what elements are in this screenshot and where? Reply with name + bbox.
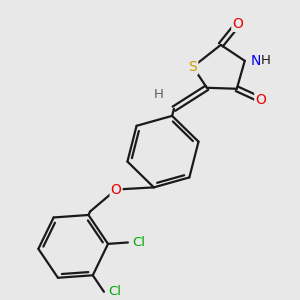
Text: Cl: Cl [132, 236, 145, 249]
Text: S: S [188, 60, 197, 74]
Text: N: N [251, 54, 261, 68]
Text: H: H [261, 54, 271, 67]
Text: O: O [111, 182, 122, 197]
Text: Cl: Cl [108, 285, 121, 298]
Text: H: H [154, 88, 164, 101]
Text: O: O [232, 17, 243, 31]
Text: O: O [255, 93, 266, 107]
